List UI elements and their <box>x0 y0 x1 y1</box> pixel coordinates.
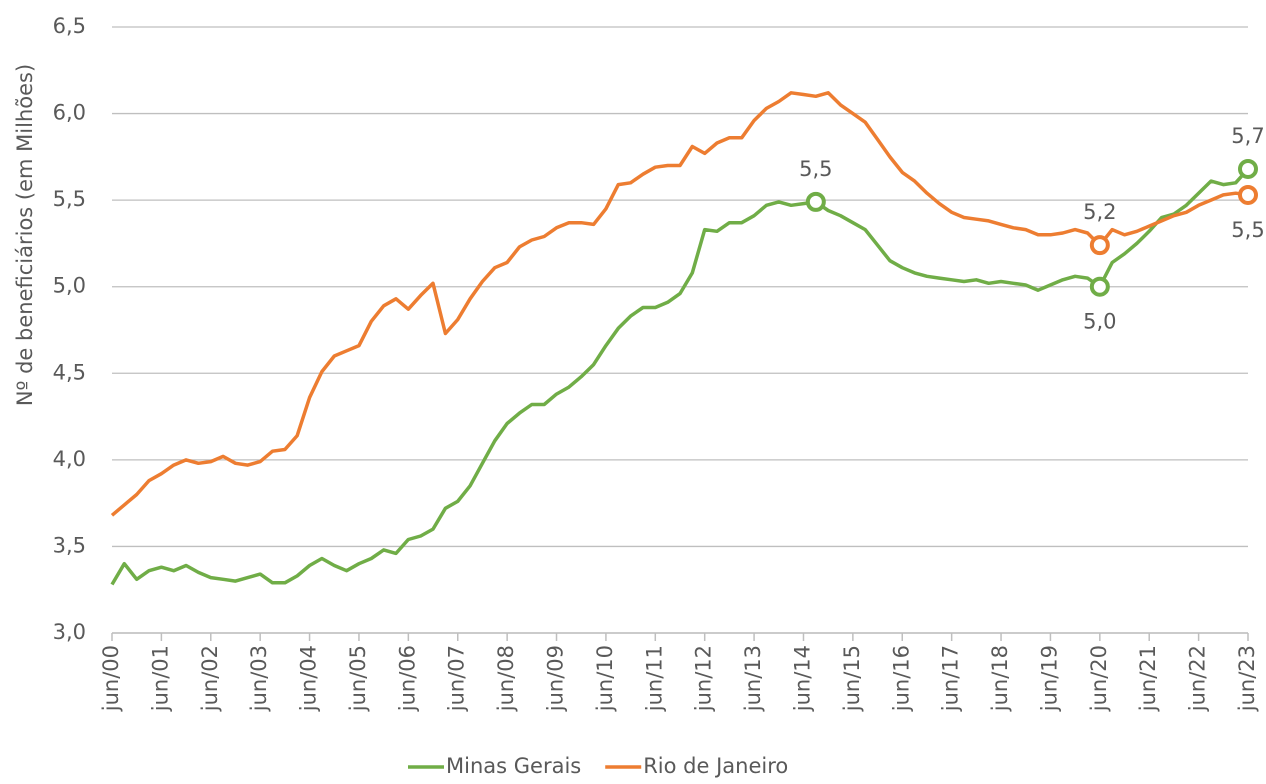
y-tick-label: 6,5 <box>53 14 86 38</box>
x-tick-label: jun/00 <box>99 645 123 712</box>
x-tick-label: jun/15 <box>840 645 864 712</box>
x-tick-label: jun/16 <box>889 645 913 712</box>
x-tick-label: jun/17 <box>939 645 963 712</box>
x-tick-label: jun/01 <box>148 645 172 712</box>
x-tick-label: jun/21 <box>1136 645 1160 712</box>
x-tick-label: jun/12 <box>692 645 716 712</box>
x-tick-label: jun/11 <box>642 645 666 712</box>
series-line <box>110 167 1250 586</box>
x-tick-label: jun/05 <box>346 645 370 712</box>
point-marker <box>1238 158 1258 179</box>
point-marker <box>1238 184 1258 205</box>
y-tick-label: 3,5 <box>53 533 86 557</box>
x-tick-label: jun/10 <box>593 645 617 712</box>
x-tick-label: jun/06 <box>395 645 419 712</box>
x-tick-label: jun/09 <box>544 645 568 712</box>
x-tick-label: jun/07 <box>445 645 469 712</box>
point-marker <box>1089 235 1110 256</box>
y-axis-title: Nº de beneficiários (em Milhões) <box>13 64 37 406</box>
series-line <box>110 91 1249 517</box>
data-label: 5,2 <box>1083 200 1116 224</box>
legend-label: Rio de Janeiro <box>643 754 788 778</box>
data-label: 5,0 <box>1083 310 1116 334</box>
x-tick-label: jun/22 <box>1186 645 1210 712</box>
x-tick-label: jun/03 <box>247 645 271 712</box>
x-tick-label: jun/19 <box>1037 645 1061 712</box>
y-tick-label: 4,5 <box>53 360 86 384</box>
y-tick-label: 6,0 <box>53 101 86 125</box>
data-label: 5,5 <box>1231 218 1264 242</box>
x-tick-label: jun/23 <box>1235 645 1259 712</box>
y-tick-label: 3,0 <box>53 620 86 644</box>
y-tick-label: 4,0 <box>53 447 86 471</box>
x-tick-label: jun/08 <box>494 645 518 712</box>
y-tick-label: 5,0 <box>53 274 86 298</box>
x-tick-label: jun/04 <box>297 645 321 712</box>
data-label: 5,7 <box>1231 124 1264 148</box>
x-tick-label: jun/13 <box>741 645 765 712</box>
y-tick-label: 5,5 <box>53 187 86 211</box>
point-marker <box>805 191 826 212</box>
point-marker <box>1089 276 1110 297</box>
x-tick-label: jun/20 <box>1087 645 1111 712</box>
x-tick-label: jun/14 <box>790 645 814 712</box>
x-tick-label: jun/18 <box>988 645 1012 712</box>
legend-label: Minas Gerais <box>446 754 581 778</box>
x-tick-label: jun/02 <box>198 645 222 712</box>
data-label: 5,5 <box>799 157 832 181</box>
